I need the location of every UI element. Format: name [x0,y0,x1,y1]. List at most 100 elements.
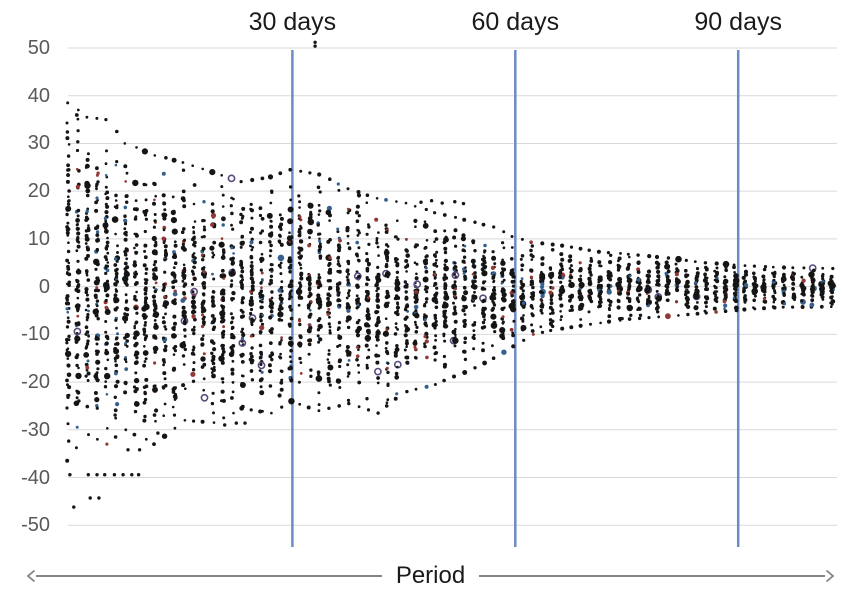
data-point [384,347,388,350]
data-point [502,267,507,272]
data-point [67,334,71,339]
data-point [123,237,128,242]
data-point [433,326,437,330]
data-point [267,363,272,368]
data-point [221,346,226,351]
data-point [686,290,690,294]
data-point [258,343,263,348]
data-point [295,288,303,295]
data-point [347,246,352,250]
data-point [133,353,138,357]
annotation-label: 60 days [471,8,560,36]
data-point [193,240,197,245]
data-point [723,307,726,311]
data-point [299,276,304,281]
data-point [511,333,515,338]
data-point [133,330,140,337]
data-point [811,268,816,273]
data-point [162,363,166,367]
data-point [715,279,720,284]
data-point [414,313,420,319]
data-point [627,287,631,291]
data-point [163,295,167,299]
data-point [559,286,563,290]
data-point [367,348,371,352]
data-point [279,352,282,356]
data-point [297,380,301,384]
data-point [154,408,159,413]
data-point [212,319,216,323]
data-point [94,200,98,205]
data-point [338,304,342,307]
data-point [103,284,110,291]
data-point [607,283,611,288]
data-point [309,300,313,303]
data-point [104,298,108,303]
data-point [299,372,303,375]
data-point [76,117,80,121]
data-point [549,295,553,299]
data-point [163,377,167,381]
data-point [442,323,448,329]
data-point [103,226,108,230]
data-point [317,248,321,252]
data-point [376,381,380,385]
data-point [124,356,127,359]
data-point [289,360,293,364]
data-point [413,339,417,343]
data-point [84,290,89,295]
data-point [230,320,234,324]
data-point [239,180,243,184]
data-point [94,336,99,341]
data-point [531,285,535,290]
data-point [675,255,682,263]
data-point [172,300,177,305]
data-point [693,305,699,311]
data-point [181,242,185,246]
data-point [259,268,263,272]
data-point [211,303,216,308]
data-point [443,246,448,251]
data-point [444,309,448,313]
data-point [239,262,244,267]
data-point [193,317,197,322]
data-point [75,396,79,400]
data-point [212,421,216,424]
data-point [192,202,196,206]
data-point [151,235,157,242]
data-point [210,295,215,300]
data-point [666,275,670,279]
data-point [550,242,555,247]
data-point [830,299,836,304]
data-point [277,239,282,244]
data-point [365,315,371,321]
data-point [425,355,429,360]
data-point [240,234,245,239]
data-point [462,217,467,222]
data-point [230,223,233,227]
data-point [346,268,350,272]
data-point [202,293,206,297]
data-point [212,277,216,281]
data-point [67,195,70,198]
data-point [201,282,205,286]
data-point [521,301,526,305]
data-point [231,227,235,231]
data-point [346,303,350,308]
data-point [104,219,108,223]
data-point [201,320,206,325]
data-point [810,298,815,303]
data-point [249,207,253,211]
data-point [606,319,612,324]
data-point [260,176,265,181]
data-point [637,260,641,265]
data-point [463,313,467,316]
data-point [481,311,485,316]
data-point [355,283,360,288]
data-point [376,335,380,339]
data-point [201,266,205,271]
data-point [200,393,209,402]
data-point [560,264,564,268]
data-point [472,329,476,332]
data-point [289,348,293,353]
